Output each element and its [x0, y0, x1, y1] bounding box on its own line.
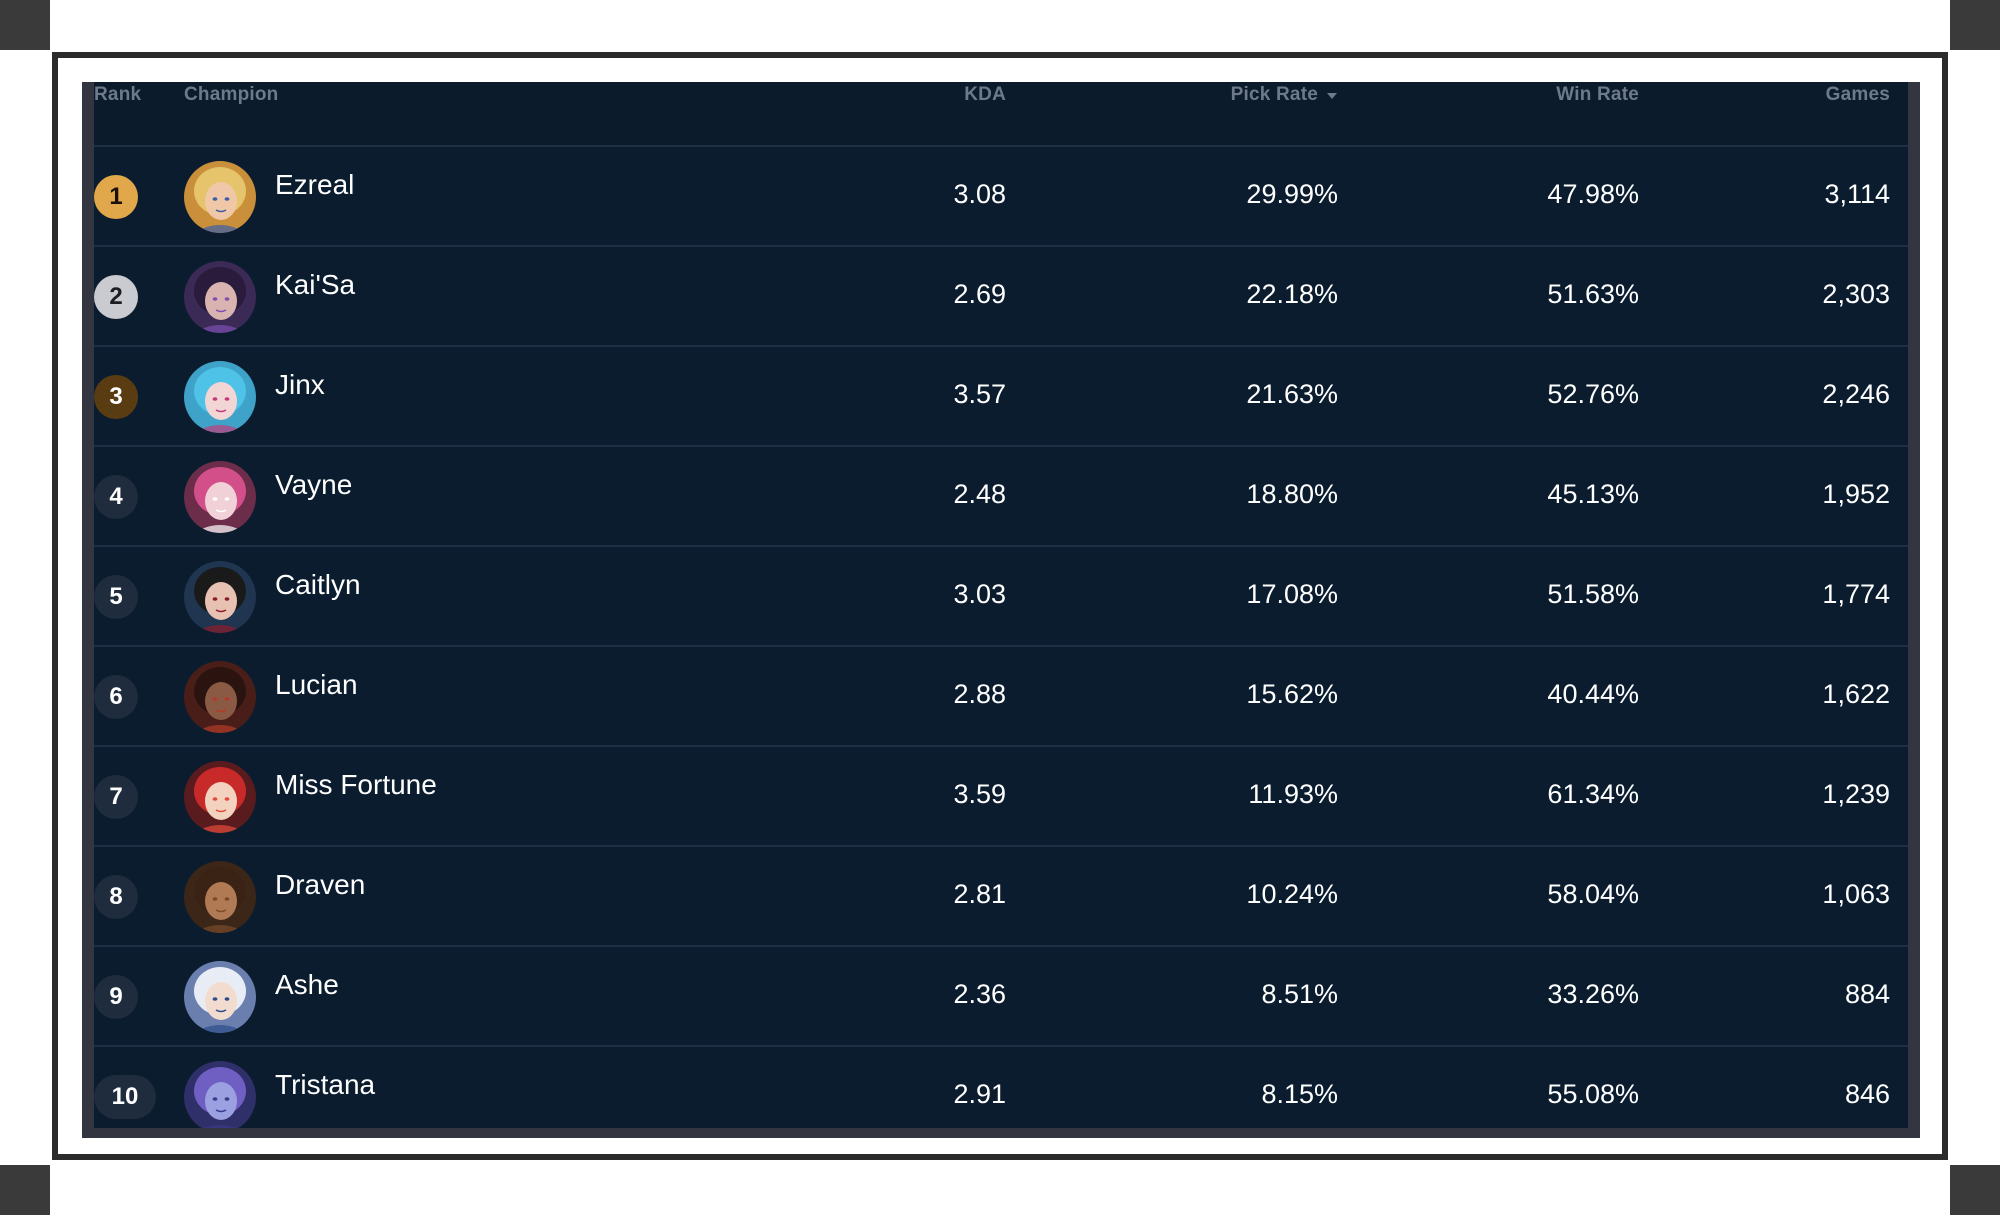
kda-value: 2.91 — [953, 1079, 1006, 1109]
pick-rate-value: 22.18% — [1246, 279, 1338, 309]
champion-avatar-tristana[interactable] — [184, 1061, 256, 1128]
champion-avatar-kai-sa[interactable] — [184, 261, 256, 333]
column-header-pick-rate-label: Pick Rate — [1230, 84, 1318, 106]
table-row[interactable]: 7 Miss Fortune 3.59 11.93% 61.34% 1,239 — [94, 747, 1908, 847]
win-rate-value: 47.98% — [1547, 179, 1639, 209]
table-row[interactable]: 2 Kai'Sa 2.69 22.18% 51.63% 2,303 — [94, 247, 1908, 347]
win-rate-value: 51.63% — [1547, 279, 1639, 309]
kda-value: 2.48 — [953, 479, 1006, 509]
pick-rate-value: 21.63% — [1246, 379, 1338, 409]
champion-name[interactable]: Lucian — [275, 669, 358, 700]
win-rate-value: 52.76% — [1547, 379, 1639, 409]
kda-value: 2.88 — [953, 679, 1006, 709]
kda-value: 3.03 — [953, 579, 1006, 609]
rank-badge: 8 — [94, 875, 138, 919]
champion-name[interactable]: Ashe — [275, 969, 339, 1000]
table-row[interactable]: 10 Tristana 2.91 8.15% 55.08% 846 — [94, 1047, 1908, 1128]
games-value: 1,063 — [1822, 879, 1890, 909]
win-rate-value: 45.13% — [1547, 479, 1639, 509]
champion-name[interactable]: Draven — [275, 869, 366, 900]
kda-value: 2.36 — [953, 979, 1006, 1009]
pick-rate-value: 18.80% — [1246, 479, 1338, 509]
kda-value: 2.81 — [953, 879, 1006, 909]
rank-badge: 4 — [94, 475, 138, 519]
champion-avatar-ezreal[interactable] — [184, 161, 256, 233]
games-value: 3,114 — [1824, 179, 1890, 209]
champion-avatar-vayne[interactable] — [184, 461, 256, 533]
win-rate-value: 51.58% — [1547, 579, 1639, 609]
games-value: 846 — [1844, 1079, 1890, 1109]
rank-badge: 3 — [94, 375, 138, 419]
corner-block-bottom-left — [0, 1165, 50, 1215]
pick-rate-value: 29.99% — [1246, 179, 1338, 209]
rank-badge: 2 — [94, 275, 138, 319]
table-row[interactable]: 3 Jinx 3.57 21.63% 52.76% 2,246 — [94, 347, 1908, 447]
rank-badge: 6 — [94, 675, 138, 719]
kda-value: 2.69 — [953, 279, 1006, 309]
table-row[interactable]: 4 Vayne 2.48 18.80% 45.13% 1,952 — [94, 447, 1908, 547]
table-header: Rank Champion KDA Pick Rate Win Rate Gam… — [94, 82, 1908, 147]
champion-avatar-caitlyn[interactable] — [184, 561, 256, 633]
champion-name[interactable]: Miss Fortune — [275, 769, 437, 800]
column-header-champion[interactable]: Champion — [184, 84, 279, 105]
games-value: 884 — [1844, 979, 1890, 1009]
champion-avatar-draven[interactable] — [184, 861, 256, 933]
kda-value: 3.59 — [953, 779, 1006, 809]
champion-name[interactable]: Ezreal — [275, 169, 355, 200]
pick-rate-value: 15.62% — [1246, 679, 1338, 709]
pick-rate-value: 8.15% — [1261, 1079, 1338, 1109]
champion-avatar-ashe[interactable] — [184, 961, 256, 1033]
champion-avatar-lucian[interactable] — [184, 661, 256, 733]
games-value: 1,239 — [1822, 779, 1890, 809]
pick-rate-value: 11.93% — [1248, 779, 1338, 809]
table-row[interactable]: 1 Ezreal 3.08 29.99% 47.98% 3,114 — [94, 147, 1908, 247]
kda-value: 3.57 — [953, 379, 1006, 409]
champion-name[interactable]: Kai'Sa — [275, 269, 356, 300]
corner-block-top-left — [0, 0, 50, 50]
pick-rate-value: 10.24% — [1246, 879, 1338, 909]
champion-name[interactable]: Vayne — [275, 469, 353, 500]
win-rate-value: 61.34% — [1547, 779, 1639, 809]
rank-badge: 1 — [94, 175, 138, 219]
games-value: 2,246 — [1822, 379, 1890, 409]
games-value: 1,774 — [1822, 579, 1890, 609]
rank-badge: 10 — [94, 1075, 156, 1119]
champion-name[interactable]: Caitlyn — [275, 569, 361, 600]
table-row[interactable]: 5 Caitlyn 3.03 17.08% 51.58% 1,774 — [94, 547, 1908, 647]
win-rate-value: 33.26% — [1547, 979, 1639, 1009]
pick-rate-value: 17.08% — [1246, 579, 1338, 609]
games-value: 1,622 — [1822, 679, 1890, 709]
champion-avatar-miss-fortune[interactable] — [184, 761, 256, 833]
rank-badge: 7 — [94, 775, 138, 819]
rank-badge: 9 — [94, 975, 138, 1019]
column-header-kda[interactable]: KDA — [964, 84, 1006, 105]
column-header-pick-rate[interactable]: Pick Rate — [1231, 84, 1338, 106]
table-row[interactable]: 8 Draven 2.81 10.24% 58.04% 1,063 — [94, 847, 1908, 947]
column-header-win-rate[interactable]: Win Rate — [1556, 84, 1639, 105]
kda-value: 3.08 — [953, 179, 1006, 209]
rank-badge: 5 — [94, 575, 138, 619]
corner-block-bottom-right — [1950, 1165, 2000, 1215]
games-value: 2,303 — [1822, 279, 1890, 309]
table-row[interactable]: 9 Ashe 2.36 8.51% 33.26% 884 — [94, 947, 1908, 1047]
win-rate-value: 40.44% — [1547, 679, 1639, 709]
column-header-games[interactable]: Games — [1825, 84, 1890, 105]
pick-rate-value: 8.51% — [1261, 979, 1338, 1009]
champion-avatar-jinx[interactable] — [184, 361, 256, 433]
caret-down-icon — [1326, 84, 1338, 106]
champion-name[interactable]: Tristana — [275, 1069, 376, 1100]
games-value: 1,952 — [1822, 479, 1890, 509]
leaderboard-panel: Rank Champion KDA Pick Rate Win Rate Gam… — [82, 82, 1920, 1138]
champion-stats-table: Rank Champion KDA Pick Rate Win Rate Gam… — [94, 82, 1908, 1128]
champion-name[interactable]: Jinx — [275, 369, 325, 400]
table-body: 1 Ezreal 3.08 29.99% 47.98% 3,114 2 Kai'Sa 2.69 2… — [94, 147, 1908, 1128]
table-row[interactable]: 6 Lucian 2.88 15.62% 40.44% 1,622 — [94, 647, 1908, 747]
corner-block-top-right — [1950, 0, 2000, 50]
win-rate-value: 55.08% — [1547, 1079, 1639, 1109]
column-header-rank[interactable]: Rank — [94, 84, 142, 105]
win-rate-value: 58.04% — [1547, 879, 1639, 909]
